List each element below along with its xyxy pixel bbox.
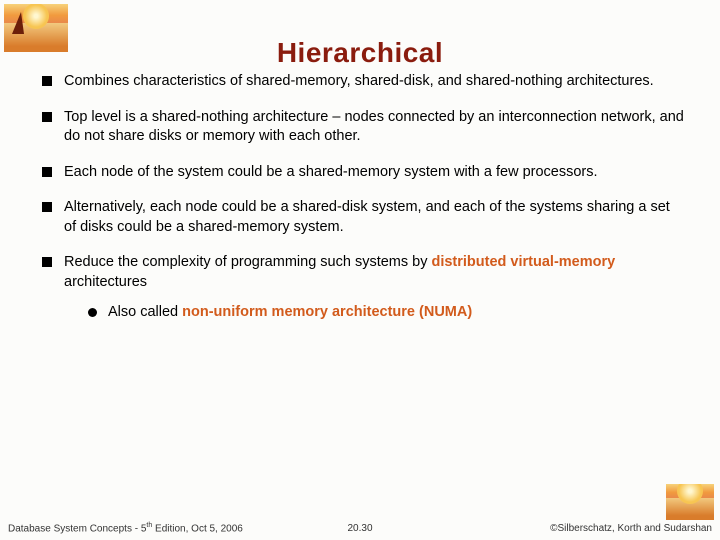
bullet-text: Each node of the system could be a share… [64, 164, 598, 180]
bullet-text: Top level is a shared-nothing architectu… [64, 109, 684, 145]
bullet-text: Also called [108, 304, 182, 320]
slide: Hierarchical Combines characteristics of… [0, 0, 720, 540]
highlight-text: non-uniform memory architecture (NUMA) [182, 304, 472, 320]
bullet-item: Each node of the system could be a share… [42, 163, 684, 183]
bullet-text: Combines characteristics of shared-memor… [64, 73, 654, 89]
bullet-item: Alternatively, each node could be a shar… [42, 198, 684, 237]
slide-body: Combines characteristics of shared-memor… [42, 72, 684, 338]
bullet-text: architectures [64, 274, 147, 290]
bullet-list: Combines characteristics of shared-memor… [42, 72, 684, 322]
bullet-item: Combines characteristics of shared-memor… [42, 72, 684, 92]
footer-right: ©Silberschatz, Korth and Sudarshan [550, 523, 712, 534]
bullet-item: Reduce the complexity of programming suc… [42, 253, 684, 322]
footer-center: 20.30 [347, 523, 372, 534]
footer-left-post: Edition, Oct 5, 2006 [152, 523, 243, 534]
footer-left-pre: Database System Concepts - 5 [8, 523, 146, 534]
bullet-text: Reduce the complexity of programming suc… [64, 254, 431, 270]
sub-bullet-list: Also called non-uniform memory architect… [64, 303, 684, 323]
highlight-text: distributed virtual-memory [431, 254, 615, 270]
slide-title: Hierarchical [0, 37, 720, 69]
sub-bullet-item: Also called non-uniform memory architect… [88, 303, 684, 323]
bullet-text: Alternatively, each node could be a shar… [64, 199, 670, 235]
footer-left: Database System Concepts - 5th Edition, … [8, 522, 243, 534]
logo-bottom-right [666, 484, 714, 520]
bullet-item: Top level is a shared-nothing architectu… [42, 108, 684, 147]
